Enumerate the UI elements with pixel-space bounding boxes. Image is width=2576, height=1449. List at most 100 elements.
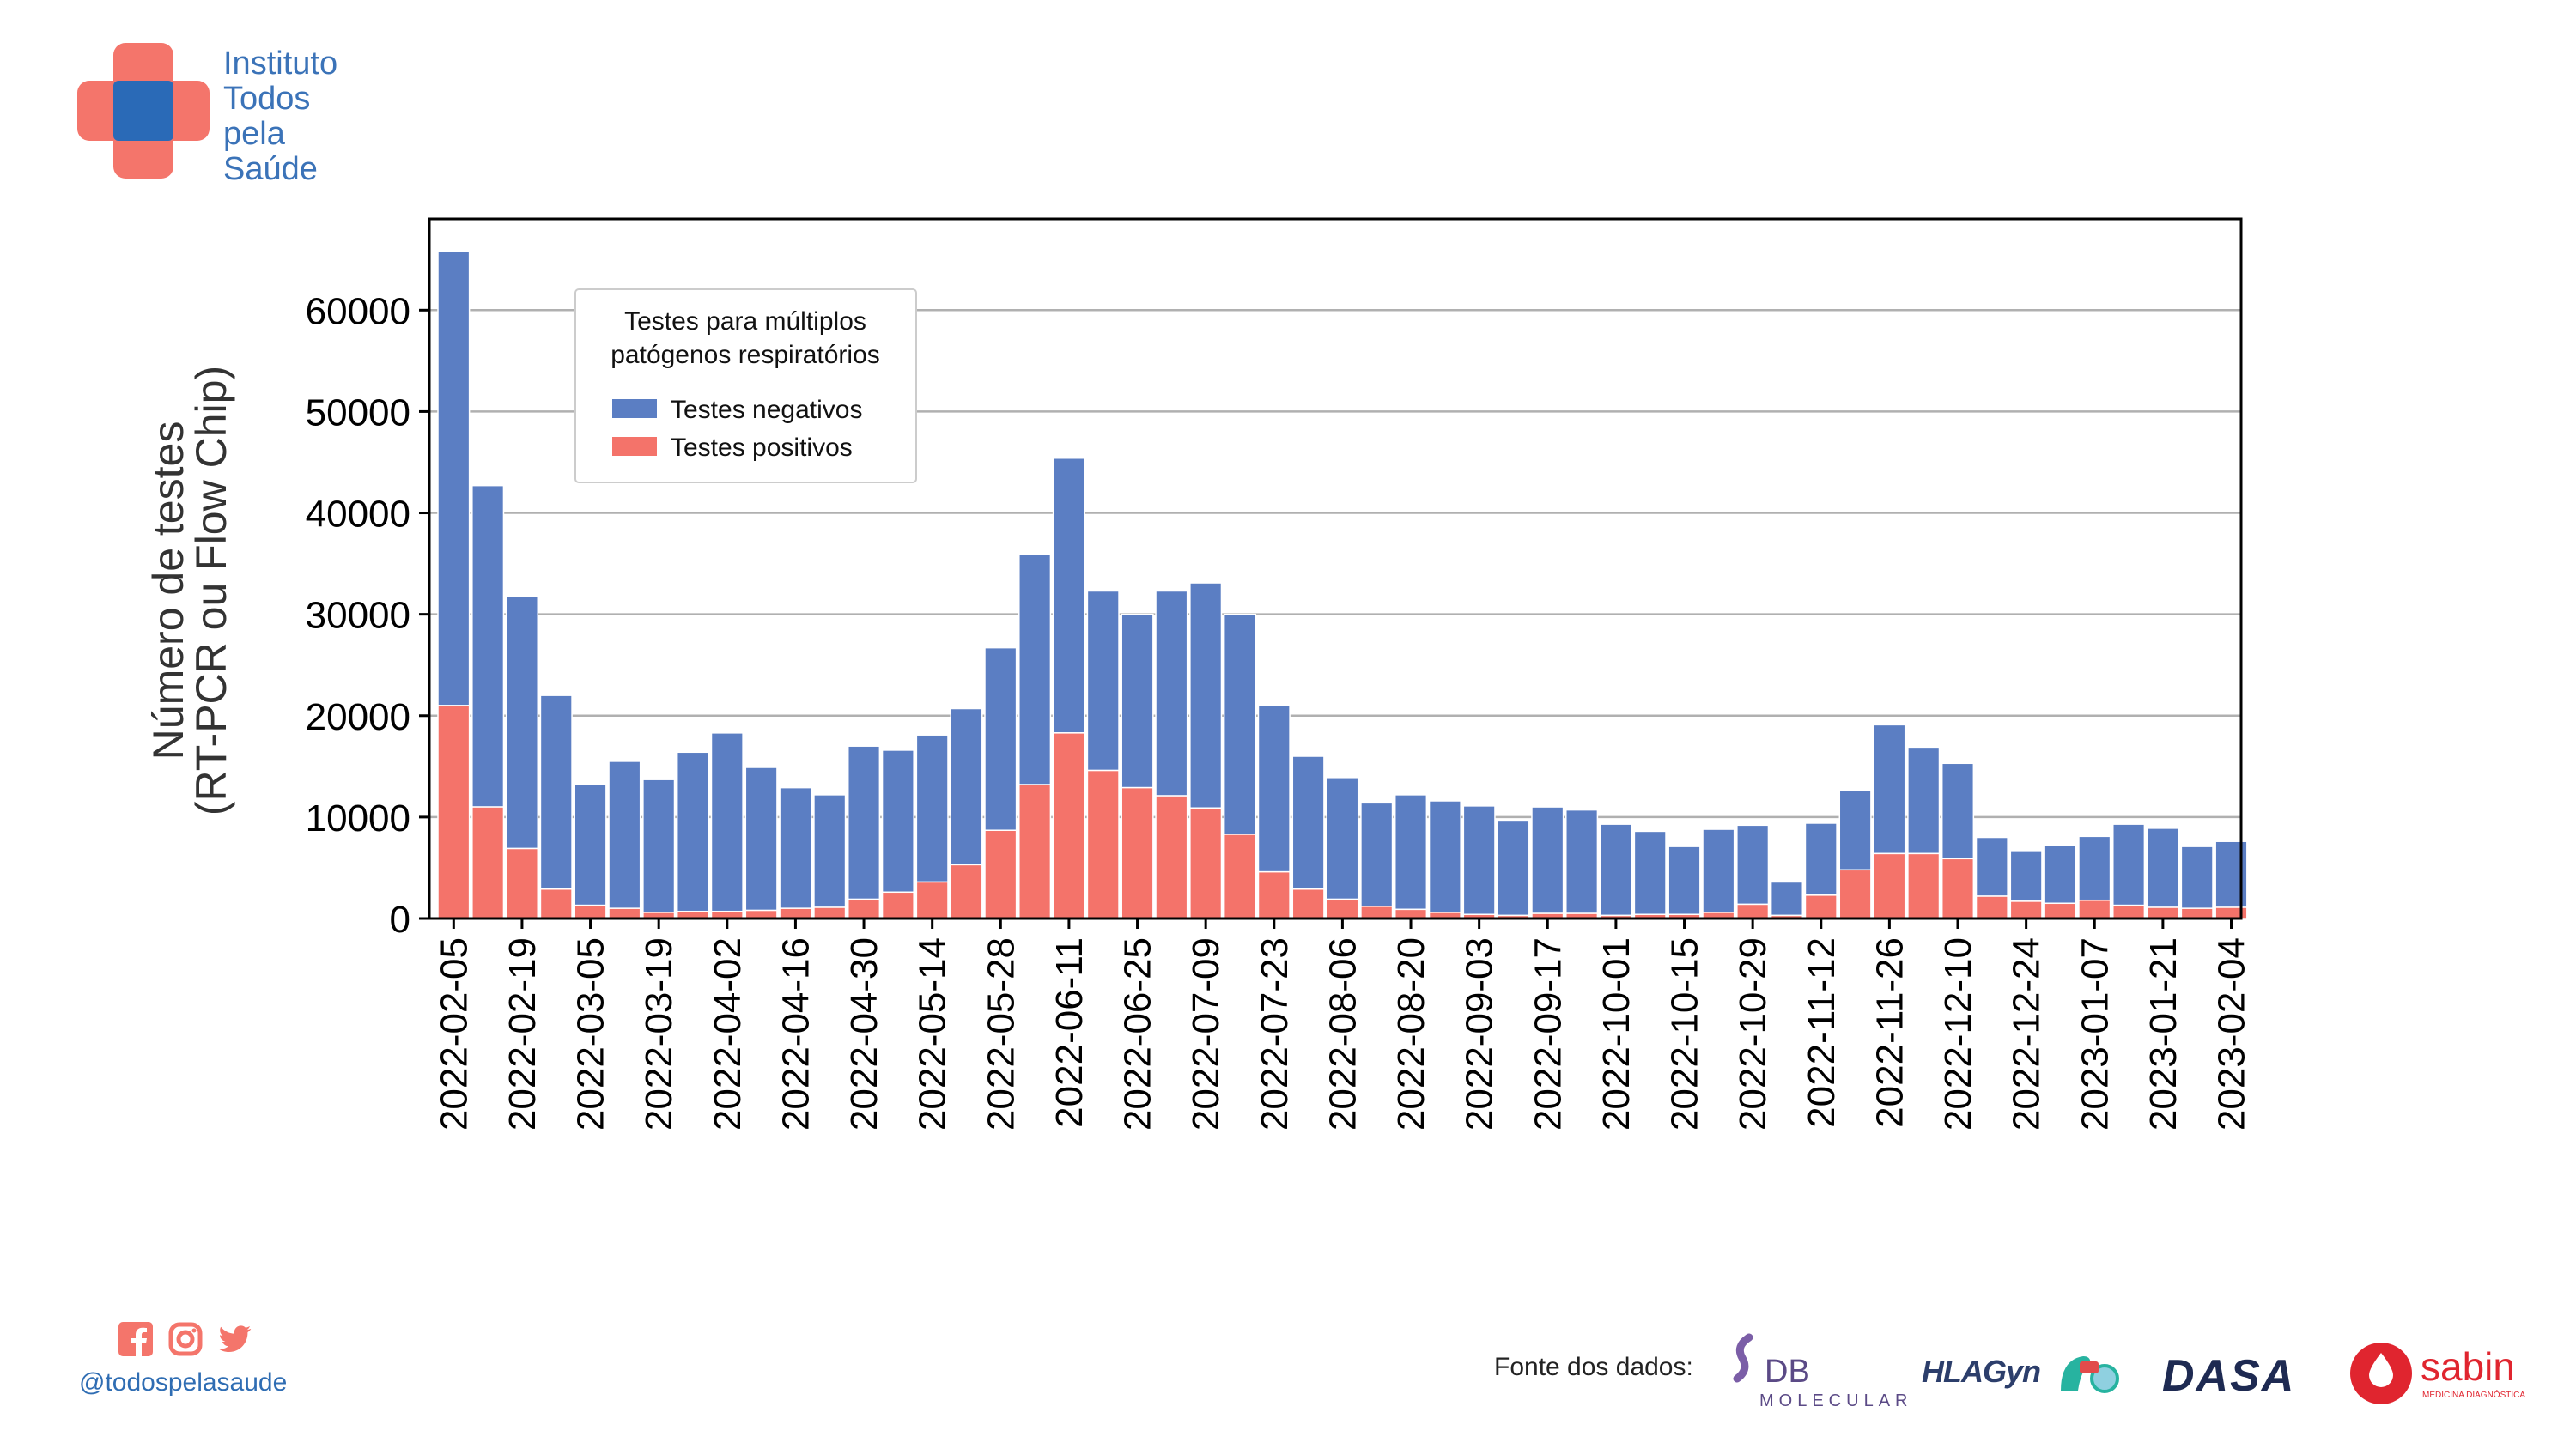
bar-negative	[1189, 582, 1223, 809]
bar-negative	[1702, 828, 1735, 913]
bar-positive	[813, 906, 847, 919]
y-tick-label: 40000	[306, 494, 410, 536]
y-tick-label: 10000	[306, 797, 410, 840]
x-tick-label: 2022-11-12	[1801, 937, 1843, 1128]
x-tick-label: 2022-04-02	[707, 937, 749, 1131]
x-tick-label: 2023-02-04	[2211, 937, 2253, 1131]
bar-positive	[984, 829, 1018, 919]
y-tick-label: 0	[390, 899, 410, 941]
bar-positive	[779, 907, 812, 919]
bar-positive	[950, 864, 983, 919]
bar-negative	[915, 734, 949, 883]
twitter-icon[interactable]	[218, 1322, 252, 1356]
social-icons	[118, 1322, 337, 1356]
bar-negative	[1838, 790, 1872, 871]
bar-positive	[1052, 732, 1085, 919]
bar-negative	[881, 749, 914, 894]
x-tick-label: 2022-08-06	[1321, 937, 1364, 1131]
plot-frame	[428, 217, 2243, 920]
bar-negative	[608, 761, 641, 909]
data-source-label: Fonte dos dados:	[1494, 1353, 1693, 1381]
x-tick-label: 2022-10-01	[1595, 937, 1637, 1131]
x-tick-label: 2022-03-19	[638, 937, 680, 1131]
bar-negative	[1975, 836, 2008, 897]
legend-title-line-2: patógenos respiratórios	[611, 341, 880, 369]
x-tick-label: 2022-12-24	[2006, 937, 2048, 1131]
bar-negative	[642, 779, 676, 913]
x-tick-label: 2022-06-11	[1048, 937, 1091, 1128]
brand-logo: Instituto Todos pela Saúde	[77, 43, 337, 187]
svg-text:Saúde: Saúde	[223, 151, 318, 187]
bar-negative	[984, 646, 1018, 831]
bar-positive	[1975, 895, 2008, 919]
y-tick-label: 30000	[306, 595, 410, 637]
bar-negative	[950, 707, 983, 866]
bar-positive	[1941, 858, 1975, 919]
bar-negative	[676, 751, 710, 912]
bar-positive	[1189, 807, 1223, 919]
hlagyn-icon	[2061, 1356, 2119, 1393]
x-tick-label: 2022-04-16	[775, 937, 817, 1131]
bar-positive	[2146, 906, 2179, 919]
bar-negative	[779, 786, 812, 909]
x-tick-label: 2022-05-28	[980, 937, 1022, 1131]
instagram-icon[interactable]	[168, 1322, 203, 1356]
bar-negative	[1633, 830, 1667, 916]
x-tick-label: 2022-04-30	[843, 937, 885, 1131]
y-tick-label: 60000	[306, 290, 410, 332]
x-tick-label: 2022-06-25	[1117, 937, 1159, 1131]
bar-negative	[1121, 613, 1154, 789]
bar-negative	[505, 595, 538, 850]
legend-title-line-1: Testes para múltiplos	[624, 307, 866, 336]
x-tick-label: 2022-07-09	[1185, 937, 1227, 1131]
y-axis-label-line-2: (RT-PCR ou Flow Chip)	[187, 366, 235, 815]
legend: Testes para múltiplos patógenos respirat…	[574, 288, 917, 483]
partner-logo-hlagyn: HLAGyn	[1922, 1354, 2119, 1393]
partner-logo-db-molecular: DB MOLECULAR	[1733, 1333, 1912, 1410]
bar-positive	[1838, 869, 1872, 919]
bar-negative	[813, 794, 847, 908]
x-tick-label: 2022-10-29	[1732, 937, 1774, 1131]
bar-positive	[1257, 870, 1291, 919]
y-tick-label: 50000	[306, 391, 410, 433]
svg-text:DASA: DASA	[2162, 1351, 2295, 1399]
legend-swatch-negative	[612, 399, 657, 418]
bar-negative	[1428, 800, 1461, 913]
bar-negative	[2146, 828, 2179, 908]
bar-negative	[1736, 824, 1770, 906]
bar-positive	[847, 898, 881, 919]
bar-negative	[1086, 590, 1120, 772]
bar-negative	[2009, 850, 2043, 902]
bar-negative	[2180, 846, 2214, 909]
bar-negative	[847, 745, 881, 900]
bar-negative	[1257, 705, 1291, 873]
cross-logo-icon	[77, 43, 210, 179]
bar-positive	[1873, 852, 1906, 919]
bar-negative	[1462, 805, 1496, 916]
bar-positive	[2180, 907, 2214, 919]
bar-negative	[1531, 806, 1564, 914]
social-handle[interactable]: @todospelasaude	[79, 1368, 288, 1397]
bar-positive	[471, 806, 505, 919]
svg-text:MEDICINA DIAGNÓSTICA: MEDICINA DIAGNÓSTICA	[2422, 1389, 2525, 1400]
facebook-icon[interactable]	[118, 1322, 153, 1356]
bar-negative	[1052, 458, 1085, 734]
x-tick-label: 2022-09-17	[1527, 937, 1569, 1131]
bar-negative	[1497, 819, 1530, 917]
partner-logo-sabin: sabin MEDICINA DIAGNÓSTICA	[2350, 1343, 2525, 1404]
svg-text:MOLECULAR: MOLECULAR	[1759, 1391, 1912, 1410]
bar-positive	[1121, 786, 1154, 919]
bar-positive	[1018, 784, 1052, 919]
db-molecular-icon	[1733, 1333, 1753, 1383]
legend-box	[574, 288, 917, 483]
bar-positive	[1086, 769, 1120, 919]
bar-positive	[2112, 904, 2146, 919]
bar-positive	[1736, 903, 1770, 919]
bar-positive	[1291, 888, 1325, 919]
bar-negative	[1668, 846, 1701, 916]
bar-positive	[1326, 898, 1359, 919]
x-tick-label: 2022-11-26	[1868, 937, 1911, 1128]
bar-positive	[539, 888, 573, 919]
bar-negative	[2044, 845, 2077, 905]
